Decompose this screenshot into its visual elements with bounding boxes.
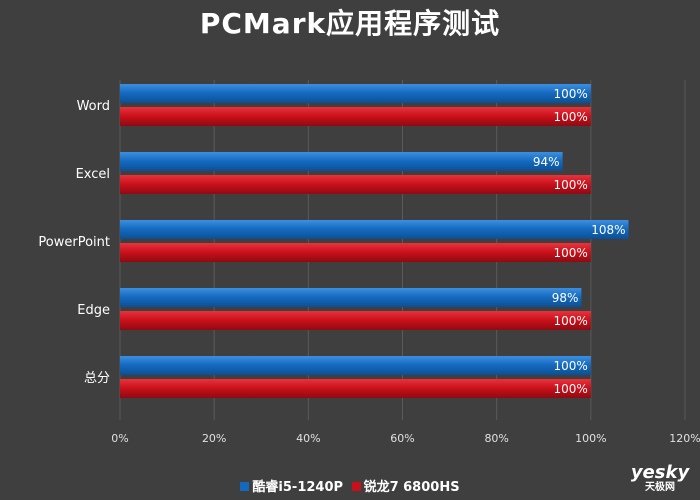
category-label: Word [77, 99, 110, 114]
legend-label-r7: 锐龙7 6800HS [363, 480, 460, 495]
bar-0-4 [120, 356, 591, 375]
bar-1-1 [120, 175, 591, 194]
x-tick-label: 40% [296, 432, 320, 445]
category-label: Edge [77, 303, 110, 318]
watermark-sub-text: 天极网 [645, 482, 675, 493]
category-label: 总分 [84, 371, 110, 386]
data-label: 100% [554, 178, 588, 192]
legend-swatch-i5 [240, 482, 250, 491]
data-label: 100% [554, 382, 588, 396]
category-label: PowerPoint [38, 235, 110, 250]
bar-0-1 [120, 152, 563, 171]
bar-0-2 [120, 220, 629, 239]
data-label: 98% [552, 291, 579, 305]
legend-item-i5: 酷睿i5-1240P [240, 476, 343, 495]
data-label: 100% [554, 359, 588, 373]
data-label: 100% [554, 314, 588, 328]
x-tick-label: 120% [669, 432, 700, 445]
chart-title: PCMark应用程序测试 [199, 7, 501, 40]
bar-1-0 [120, 107, 591, 126]
legend-item-r7: 锐龙7 6800HS [351, 476, 460, 495]
x-tick-label: 80% [484, 432, 508, 445]
yesky-watermark: yesky 天极网 [628, 464, 692, 494]
legend-label-i5: 酷睿i5-1240P [252, 480, 344, 495]
legend: 酷睿i5-1240P 锐龙7 6800HS [0, 476, 700, 495]
watermark-logo-text: yesky [630, 462, 690, 483]
bar-0-0 [120, 84, 591, 103]
data-label: 108% [591, 223, 625, 237]
legend-swatch-r7 [351, 482, 361, 491]
x-tick-label: 20% [202, 432, 226, 445]
bar-1-2 [120, 243, 591, 262]
data-label: 100% [554, 110, 588, 124]
bar-0-3 [120, 288, 582, 307]
x-tick-label: 100% [575, 432, 606, 445]
x-tick-label: 60% [390, 432, 414, 445]
bar-1-3 [120, 311, 591, 330]
x-tick-label: 0% [111, 432, 128, 445]
data-label: 94% [533, 155, 560, 169]
bar-1-4 [120, 379, 591, 398]
data-label: 100% [554, 246, 588, 260]
category-label: Excel [76, 167, 110, 182]
data-label: 100% [554, 87, 588, 101]
